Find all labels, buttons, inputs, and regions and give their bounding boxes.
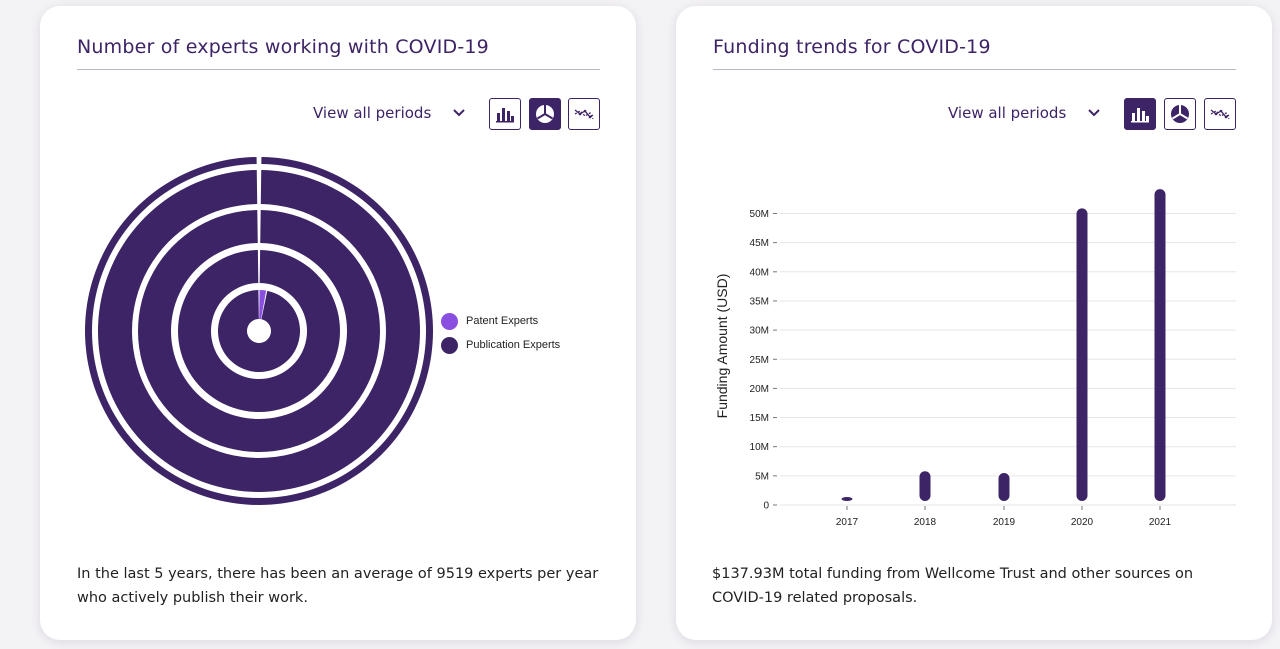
y-tick-label: 0: [763, 501, 769, 512]
legend-label-patent: Patent Experts: [466, 315, 539, 327]
experts-caption: In the last 5 years, there has been an a…: [77, 566, 599, 606]
bar-chart-icon: [496, 108, 514, 123]
y-axis-label: Funding Amount (USD): [714, 274, 730, 419]
y-tick-label: 5M: [755, 471, 769, 482]
period-label: View all periods: [313, 104, 432, 122]
experts-line-view-button[interactable]: [568, 98, 600, 130]
bar-2021: [1154, 189, 1166, 501]
experts-period-dropdown[interactable]: View all periods: [313, 102, 465, 124]
y-tick-label: 50M: [750, 209, 769, 220]
pie-chart-icon: [536, 105, 554, 123]
funding-period-dropdown[interactable]: View all periods: [948, 102, 1100, 124]
x-tick-label-2020: 2020: [1071, 517, 1094, 528]
pie-chart-icon: [1171, 105, 1189, 123]
ring-segment-2021-publication: [84, 157, 433, 505]
legend-dot-publication: [441, 336, 458, 354]
y-tick-label: 25M: [750, 355, 769, 366]
experts-pie-view-button[interactable]: [529, 98, 561, 130]
period-label: View all periods: [948, 104, 1067, 122]
legend-item-publication: Publication Experts: [441, 333, 560, 357]
x-tick-label-2017: 2017: [836, 517, 859, 528]
funding-card-title: Funding trends for COVID-19: [713, 36, 991, 58]
x-tick-label-2021: 2021: [1149, 517, 1172, 528]
experts-bar-view-button[interactable]: [489, 98, 521, 130]
legend-label-publication: Publication Experts: [466, 339, 561, 351]
x-tick-label-2018: 2018: [914, 517, 937, 528]
bar-2018: [919, 471, 931, 501]
x-tick-label-2019: 2019: [993, 517, 1016, 528]
chevron-down-icon: [453, 106, 465, 121]
line-chart-icon: [1210, 109, 1230, 120]
y-tick-label: 15M: [750, 413, 769, 424]
y-tick-label: 20M: [750, 384, 769, 395]
y-tick-label: 35M: [750, 296, 769, 307]
funding-bar-chart: 0 5M 10M 15M 20M 25M 30M 35M 40M 45M 50M Funding Am…: [714, 189, 1236, 528]
bar-2017: [841, 497, 853, 501]
funding-card: Funding trends for COVID-19 View all per…: [676, 6, 1272, 640]
bar-chart-icon: [1131, 108, 1149, 123]
legend-item-patent: Patent Experts: [441, 309, 560, 333]
ring-segment-2017-publication: [217, 290, 300, 372]
y-tick-label: 40M: [750, 267, 769, 278]
funding-pie-view-button[interactable]: [1164, 98, 1196, 130]
experts-radial-chart: [84, 157, 433, 505]
experts-card-title: Number of experts working with COVID-19: [77, 36, 489, 58]
ring-segment-2017-patent: [259, 290, 267, 320]
bar-2019: [998, 473, 1010, 501]
ring-segment-2019-publication: [138, 210, 380, 452]
funding-bar-view-button[interactable]: [1124, 98, 1156, 130]
y-tick-label: 45M: [750, 238, 769, 249]
line-chart-icon: [574, 109, 594, 120]
title-divider: [77, 69, 600, 70]
experts-legend: Patent Experts Publication Experts: [441, 309, 560, 357]
ring-segment-2018-publication: [178, 250, 340, 413]
y-tick-label: 10M: [750, 442, 769, 453]
legend-dot-patent: [441, 312, 458, 330]
funding-caption: $137.93M total funding from Wellcome Tru…: [712, 566, 1194, 606]
funding-line-view-button[interactable]: [1204, 98, 1236, 130]
experts-card: Number of experts working with COVID-19 …: [40, 6, 636, 640]
bar-2020: [1076, 208, 1088, 502]
chevron-down-icon: [1088, 106, 1100, 121]
title-divider: [713, 69, 1236, 70]
y-tick-label: 30M: [750, 326, 769, 337]
